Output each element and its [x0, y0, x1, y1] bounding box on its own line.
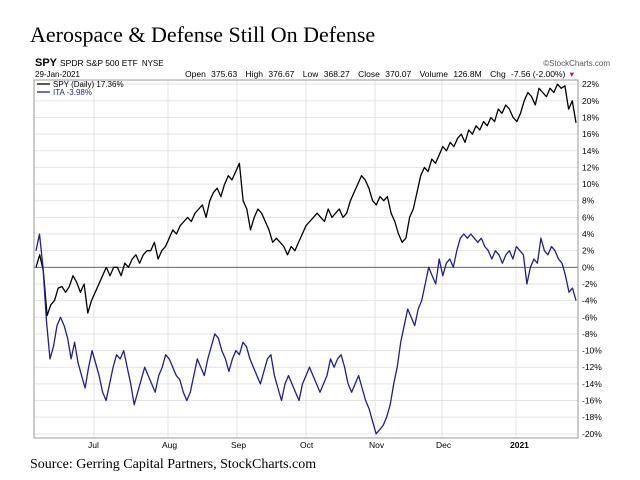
- y-tick-label: 20%: [582, 96, 599, 106]
- spy-series-line: [35, 83, 577, 317]
- y-tick-label: -8%: [582, 329, 598, 339]
- chg-value: -7.56 (-2.00%): [511, 69, 565, 79]
- y-tick-label: -2%: [582, 279, 598, 289]
- y-tick-label: 4%: [582, 229, 595, 239]
- x-tick-label: Nov: [369, 440, 385, 450]
- y-tick-label: 2%: [582, 246, 595, 256]
- legend-spy-label: SPY (Daily) 17.36%: [53, 80, 124, 89]
- y-tick-label: 8%: [582, 196, 595, 206]
- close-label: Close: [358, 69, 380, 79]
- x-tick-label: 2021: [510, 440, 529, 450]
- volume-label: Volume: [420, 69, 449, 79]
- y-tick-label: 14%: [582, 146, 599, 156]
- y-tick-label: -12%: [582, 362, 602, 372]
- series-layer: [35, 83, 577, 435]
- volume-value: 126.8M: [453, 69, 481, 79]
- plot-frame: [33, 79, 579, 439]
- y-tick-label: 22%: [582, 79, 599, 89]
- y-tick-label: -20%: [582, 429, 602, 439]
- low-label: Low: [303, 69, 319, 79]
- header-name: SPDR S&P 500 ETF: [60, 58, 138, 68]
- y-tick-label: 16%: [582, 129, 599, 139]
- header-ohlc: Open 375.63 High 376.67 Low 368.27 Close…: [185, 69, 575, 79]
- ita-series-line: [35, 233, 577, 435]
- header-watermark: ©StockCharts.com: [543, 59, 610, 68]
- legend-ita-label: ITA -3.98%: [53, 88, 92, 97]
- y-tick-label: 18%: [582, 112, 599, 122]
- page-title: Aerospace & Defense Still On Defense: [30, 22, 376, 47]
- high-label: High: [246, 69, 264, 79]
- chart-grid: [34, 80, 578, 438]
- y-tick-label: -10%: [582, 346, 602, 356]
- x-tick-label: Aug: [162, 440, 177, 450]
- x-tick-label: Sep: [231, 440, 246, 450]
- y-tick-label: -18%: [582, 412, 602, 422]
- y-tick-label: 12%: [582, 162, 599, 172]
- y-tick-label: -6%: [582, 312, 598, 322]
- open-label: Open: [185, 69, 206, 79]
- y-axis-labels: 22% 20% 18% 16% 14% 12% 10% 8% 6% 4% 2% 0% -2% -4% -6%…: [582, 79, 602, 439]
- y-tick-label: -14%: [582, 379, 602, 389]
- y-tick-label: 10%: [582, 179, 599, 189]
- open-value: 375.63: [211, 69, 237, 79]
- y-tick-label: -16%: [582, 396, 602, 406]
- chg-label: Chg: [490, 69, 506, 79]
- x-tick-label: Oct: [300, 440, 314, 450]
- legend: SPY (Daily) 17.36% ITA -3.98%: [37, 80, 124, 97]
- source-note: Source: Gerring Capital Partners, StockC…: [30, 457, 317, 472]
- header-symbol: SPY: [35, 57, 58, 69]
- low-value: 368.27: [324, 69, 350, 79]
- y-tick-label: 0%: [582, 262, 595, 272]
- x-axis-labels: Jul Aug Sep Oct Nov Dec 2021: [88, 440, 529, 450]
- chg-down-icon: ▾: [570, 69, 575, 79]
- x-tick-label: Dec: [436, 440, 452, 450]
- header-date: 29-Jan-2021: [35, 70, 80, 79]
- x-tick-label: Jul: [88, 440, 99, 450]
- y-tick-label: 6%: [582, 212, 595, 222]
- y-tick-label: -4%: [582, 296, 598, 306]
- high-value: 376.67: [268, 69, 294, 79]
- header-exchange: NYSE: [142, 59, 164, 68]
- close-value: 370.07: [385, 69, 411, 79]
